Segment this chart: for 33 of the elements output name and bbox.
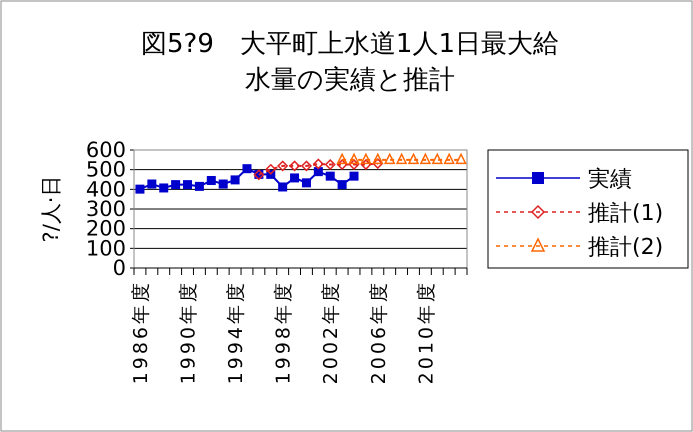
legend-label: 推計(1): [588, 201, 664, 226]
y-axis-title: ?/人·日: [39, 176, 63, 242]
point: [348, 154, 360, 164]
x-tick-label: 1990年度: [178, 280, 200, 384]
point: [336, 159, 348, 170]
x-tick-label: 2002年度: [320, 280, 342, 384]
x-tick-label: 2006年度: [368, 280, 390, 384]
point: [313, 158, 324, 170]
x-tick-label: 1986年度: [130, 280, 152, 384]
x-tick-label: 2010年度: [415, 280, 438, 384]
point: [372, 158, 384, 169]
point: [408, 154, 419, 164]
point: [372, 154, 384, 164]
legend-label: 実績: [588, 167, 632, 192]
point: [360, 154, 372, 164]
point: [360, 159, 372, 170]
point: [456, 154, 466, 164]
x-tick-label: 1998年度: [272, 280, 295, 384]
point: [266, 164, 276, 175]
point: [324, 159, 336, 170]
chart-title: 図5?9 大平町上水道1人1日最大給水量の実績と推計: [141, 29, 559, 95]
point: [289, 160, 300, 172]
x-tick-label: 1994年度: [225, 280, 248, 384]
point: [444, 154, 454, 164]
point: [336, 154, 348, 164]
point: [348, 159, 360, 170]
legend-label: 推計(2): [588, 235, 664, 260]
point: [301, 160, 312, 172]
point: [420, 154, 431, 164]
point: [384, 154, 395, 164]
point: [277, 160, 288, 172]
point: [432, 154, 443, 164]
point: [396, 154, 407, 164]
